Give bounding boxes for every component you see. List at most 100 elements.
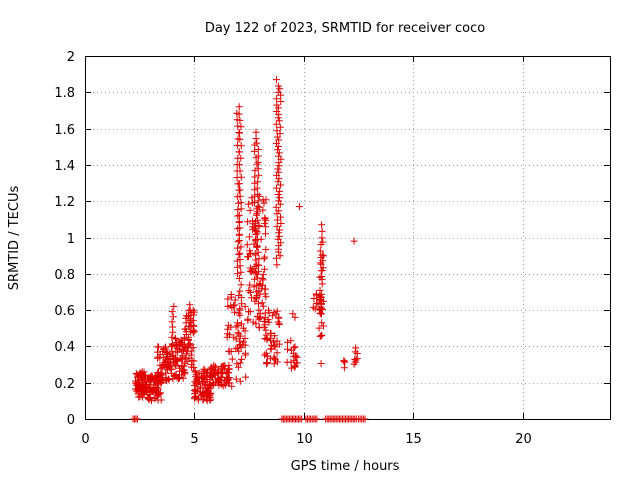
data-point [340,357,348,365]
data-point [317,260,325,268]
data-point [171,362,179,370]
data-point [318,280,326,288]
data-point [262,223,270,231]
data-point [234,319,241,327]
x-tick-label: 10 [296,432,313,447]
data-points [129,76,369,423]
data-point [252,237,259,245]
data-point [318,234,326,242]
data-point [255,255,263,263]
data-point [287,358,295,366]
data-point [256,310,264,318]
data-point [199,369,207,377]
y-tick-label: 0.4 [54,340,75,355]
data-point [214,378,222,386]
data-point [184,343,192,351]
data-point [156,351,164,359]
data-point [316,273,324,281]
data-point [236,377,244,385]
data-point [255,171,263,179]
data-point [241,341,249,349]
data-point [237,199,245,207]
data-point [224,321,232,329]
data-point [352,344,360,352]
data-point [230,333,238,341]
data-point [284,338,292,346]
data-point [277,91,285,99]
data-point [317,309,325,317]
data-point [253,242,261,250]
data-point [139,382,147,390]
data-point [138,371,146,379]
data-point [260,199,268,207]
data-point [262,230,269,238]
data-point [318,227,326,235]
data-point [291,363,299,371]
data-point [259,206,267,214]
data-point [313,415,321,423]
data-point [309,303,317,311]
data-point [185,312,193,319]
data-point [255,300,262,308]
data-point [273,222,281,230]
data-point [176,340,184,348]
data-point [166,359,174,367]
data-point [273,76,280,84]
data-point [275,232,283,240]
data-point [261,219,269,227]
data-point [135,393,143,401]
data-point [186,301,194,309]
data-point [235,110,243,118]
data-point [275,175,283,183]
data-point [262,349,270,357]
data-point [235,251,243,258]
data-point [244,218,252,226]
data-point [288,346,295,354]
data-point [252,135,260,143]
data-point [192,371,200,379]
data-point [237,173,245,181]
data-point [186,317,194,325]
data-point [275,162,283,170]
data-point [242,351,249,359]
data-point [197,383,205,391]
data-point [252,320,260,328]
data-point [237,142,245,150]
data-point [235,330,243,338]
data-point [232,323,240,331]
data-point [350,237,358,245]
data-point [237,294,245,301]
data-point [255,324,263,332]
data-point [236,129,244,137]
x-tick-labels: 0 5 10 15 20 [81,432,531,447]
data-point [237,123,245,131]
data-point [238,300,246,308]
data-point [318,331,326,339]
data-point [275,110,283,118]
data-point [263,359,270,367]
data-point [225,347,233,355]
data-point [277,98,285,105]
y-tick-label: 1 [67,232,75,247]
data-point [254,274,262,282]
data-point [225,374,233,382]
x-tick-label: 0 [81,432,89,447]
data-point [291,313,299,321]
data-point [251,173,259,181]
data-point [236,262,244,270]
data-point [236,186,244,194]
data-point [134,415,141,423]
y-tick-label: 2 [67,50,75,65]
data-point [271,343,279,351]
data-point [165,376,173,384]
data-point [234,122,242,130]
data-point [254,197,262,205]
data-point [275,314,283,322]
data-point [168,347,176,355]
data-point [150,381,158,389]
data-point [171,334,179,342]
data-point [251,262,259,270]
data-point [162,364,170,372]
data-point [254,178,262,186]
data-point [256,290,264,298]
